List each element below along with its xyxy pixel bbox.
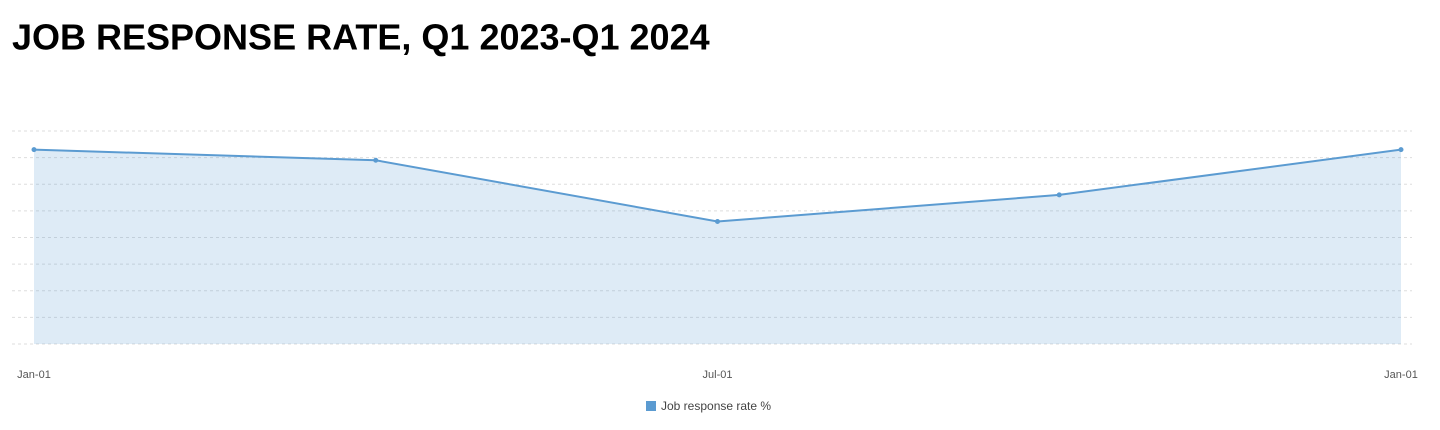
x-tick-label: Jul-01 xyxy=(703,369,733,381)
point xyxy=(715,219,720,225)
x-tick-label: Jan-01 xyxy=(17,369,51,381)
legend-swatch xyxy=(646,401,656,411)
point xyxy=(31,147,37,153)
point xyxy=(1398,147,1404,153)
point xyxy=(1056,192,1062,198)
area xyxy=(34,149,1401,344)
point xyxy=(373,157,379,163)
x-tick-label: Jan-01 xyxy=(1384,369,1418,381)
chart-title: JOB RESPONSE RATE, Q1 2023-Q1 2024 xyxy=(12,17,710,58)
legend-label: Job response rate % xyxy=(661,399,771,413)
